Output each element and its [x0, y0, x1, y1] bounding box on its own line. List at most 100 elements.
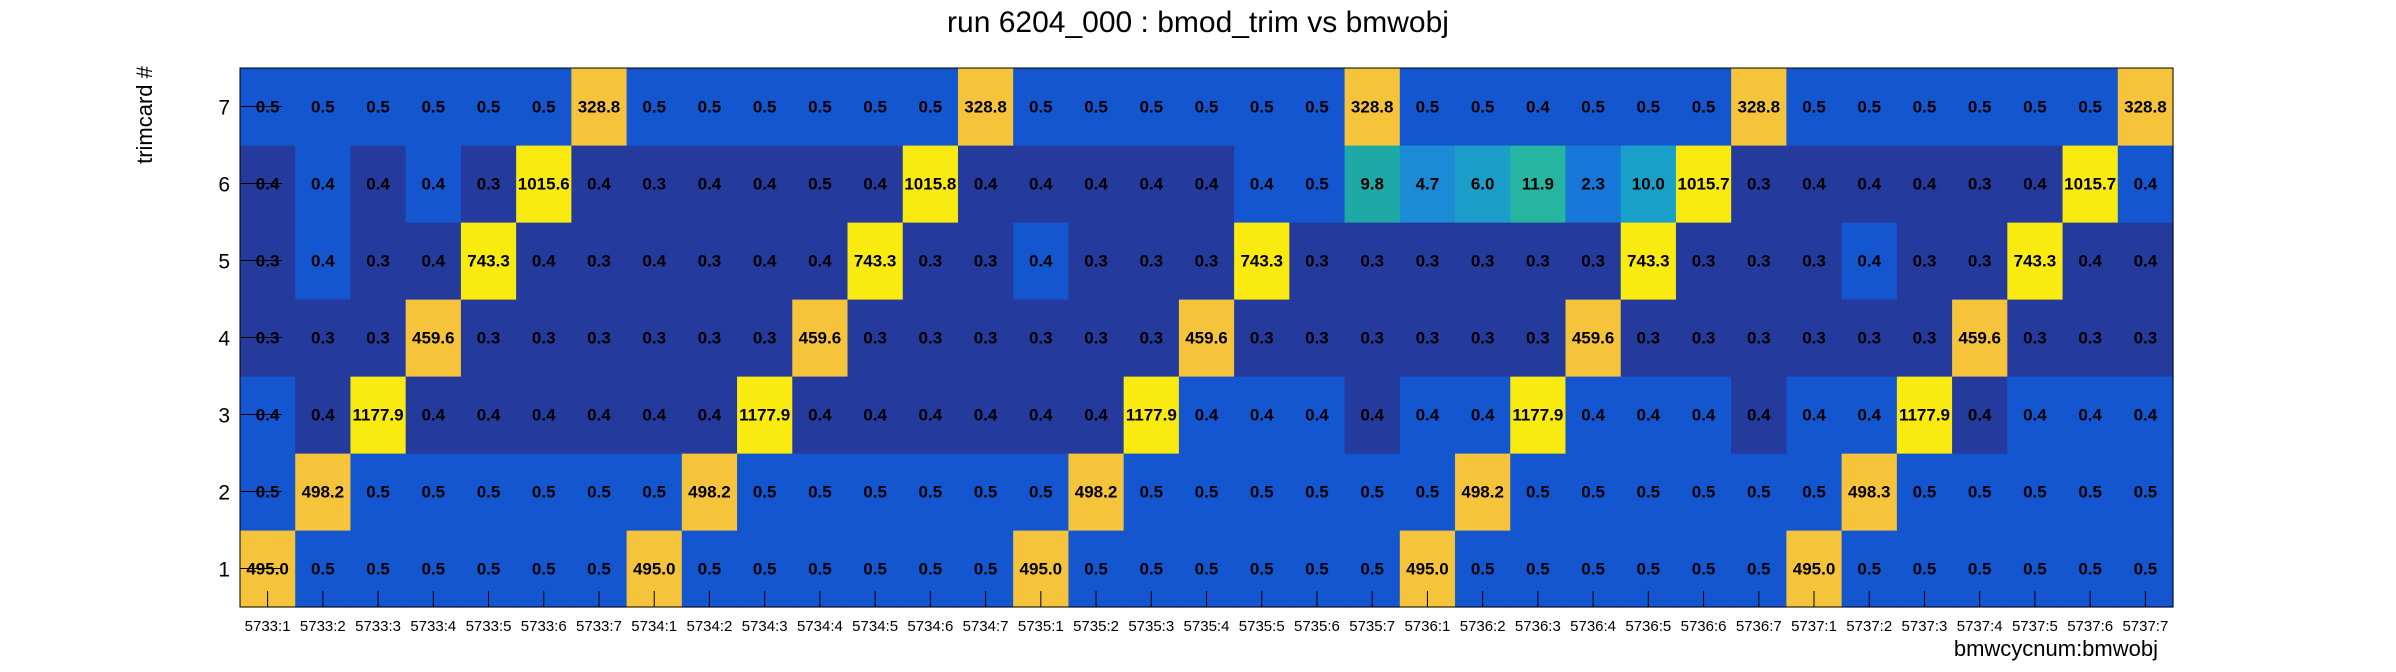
cell-value-label: 0.5 — [1968, 98, 1992, 117]
cell-value-label: 1177.9 — [353, 406, 404, 425]
cell-value-label: 0.5 — [311, 98, 335, 117]
heatmap-cell — [2117, 68, 2174, 146]
cell-value-label: 0.4 — [1195, 406, 1219, 425]
cell-value-label: 9.8 — [1360, 175, 1384, 194]
heatmap-cell — [847, 453, 904, 531]
x-tick-label: 5736:7 — [1736, 618, 1782, 635]
heatmap-cell — [1123, 145, 1180, 223]
y-tick-label: 7 — [218, 97, 230, 120]
heatmap-cell — [516, 376, 572, 454]
cell-value-label: 0.5 — [1084, 560, 1108, 579]
heatmap-cell — [847, 145, 904, 223]
cell-value-label: 0.4 — [2023, 175, 2047, 194]
x-tick-label: 5734:3 — [742, 618, 788, 635]
cell-value-label: 0.5 — [753, 560, 777, 579]
cell-value-label: 0.4 — [1195, 175, 1219, 194]
heatmap-cell — [957, 376, 1014, 454]
x-tick-label: 5734:6 — [907, 618, 953, 635]
heatmap-cell — [1786, 299, 1843, 377]
cell-value-label: 0.5 — [1747, 483, 1771, 502]
heatmap-cell — [460, 68, 517, 146]
y-tick-label: 6 — [218, 174, 230, 197]
cell-value-label: 0.5 — [863, 98, 887, 117]
heatmap-cell — [350, 222, 407, 300]
cell-value-label: 0.5 — [753, 98, 777, 117]
cell-value-label: 0.5 — [421, 483, 445, 502]
heatmap-cell — [792, 376, 849, 454]
cell-value-label: 0.3 — [1305, 329, 1329, 348]
heatmap-cell — [350, 376, 407, 454]
y-tick-label: 3 — [218, 405, 230, 428]
heatmap-cell — [1620, 145, 1677, 223]
cell-value-label: 0.3 — [1968, 175, 1992, 194]
cell-value-label: 0.4 — [1250, 175, 1274, 194]
x-tick-label: 5736:4 — [1570, 618, 1616, 635]
heatmap-cell — [1455, 453, 1511, 531]
heatmap-cell — [1731, 145, 1787, 223]
cell-value-label: 0.3 — [1526, 329, 1550, 348]
heatmap-cell — [1178, 453, 1235, 531]
cell-value-label: 0.4 — [2023, 406, 2047, 425]
cell-value-label: 0.4 — [2134, 175, 2158, 194]
cell-value-label: 495.0 — [1793, 560, 1836, 579]
cell-value-label: 0.4 — [1747, 406, 1771, 425]
heatmap-cell — [571, 299, 628, 377]
cell-value-label: 328.8 — [2124, 98, 2167, 117]
x-tick-label: 5735:2 — [1073, 618, 1119, 635]
heatmap-cell — [792, 453, 849, 531]
cell-value-label: 0.4 — [753, 175, 777, 194]
heatmap-cell — [516, 68, 572, 146]
cell-value-label: 0.3 — [1029, 329, 1053, 348]
cell-value-label: 0.3 — [1857, 329, 1881, 348]
heatmap-cell — [405, 145, 462, 223]
heatmap-cell — [571, 222, 628, 300]
cell-value-label: 0.5 — [1084, 98, 1108, 117]
cell-value-label: 0.5 — [477, 560, 501, 579]
cell-value-label: 0.5 — [421, 98, 445, 117]
heatmap-cell — [681, 145, 738, 223]
heatmap-cell — [1896, 145, 1953, 223]
cell-value-label: 0.5 — [1692, 483, 1716, 502]
cell-value-label: 0.3 — [2023, 329, 2047, 348]
cell-value-label: 0.3 — [1913, 252, 1937, 271]
heatmap-cell — [1289, 453, 1346, 531]
cell-value-label: 0.5 — [1581, 483, 1605, 502]
cell-value-label: 0.5 — [1637, 560, 1661, 579]
x-tick-label: 5737:5 — [2012, 618, 2058, 635]
heatmap-cell — [1952, 68, 2008, 146]
heatmap-cell — [1123, 299, 1180, 377]
heatmap-cell — [1455, 222, 1511, 300]
x-tick-label: 5736:3 — [1515, 618, 1561, 635]
heatmap-cell — [1344, 376, 1401, 454]
heatmap-cell — [1841, 222, 1898, 300]
cell-value-label: 0.5 — [2134, 560, 2158, 579]
x-tick-label: 5735:3 — [1128, 618, 1174, 635]
cell-value-label: 0.5 — [532, 98, 556, 117]
x-tick-label: 5736:5 — [1625, 618, 1671, 635]
heatmap-cell — [737, 222, 793, 300]
cell-value-label: 0.4 — [974, 406, 998, 425]
cell-value-label: 10.0 — [1632, 175, 1665, 194]
heatmap-cell — [1620, 222, 1677, 300]
x-tick-label: 5737:2 — [1846, 618, 1892, 635]
heatmap-cell — [1123, 376, 1180, 454]
heatmap-cell — [1675, 222, 1732, 300]
cell-value-label: 0.5 — [974, 483, 998, 502]
cell-value-label: 0.3 — [1802, 329, 1826, 348]
cell-value-label: 0.3 — [1526, 252, 1550, 271]
heatmap-cell — [1344, 68, 1401, 146]
cell-value-label: 0.3 — [1747, 252, 1771, 271]
heatmap-cell — [1344, 453, 1401, 531]
heatmap-cell — [1731, 222, 1787, 300]
cell-value-label: 0.5 — [1360, 560, 1384, 579]
cell-value-label: 0.5 — [1029, 483, 1053, 502]
heatmap-cell — [2117, 299, 2174, 377]
cell-value-label: 0.5 — [1195, 98, 1219, 117]
heatmap-cell — [1068, 453, 1125, 531]
heatmap-cell — [792, 299, 849, 377]
heatmap-cell — [1675, 299, 1732, 377]
heatmap-cell — [1565, 453, 1622, 531]
cell-value-label: 498.2 — [688, 483, 731, 502]
x-tick-label: 5737:7 — [2122, 618, 2168, 635]
heatmap-cell — [1786, 453, 1843, 531]
